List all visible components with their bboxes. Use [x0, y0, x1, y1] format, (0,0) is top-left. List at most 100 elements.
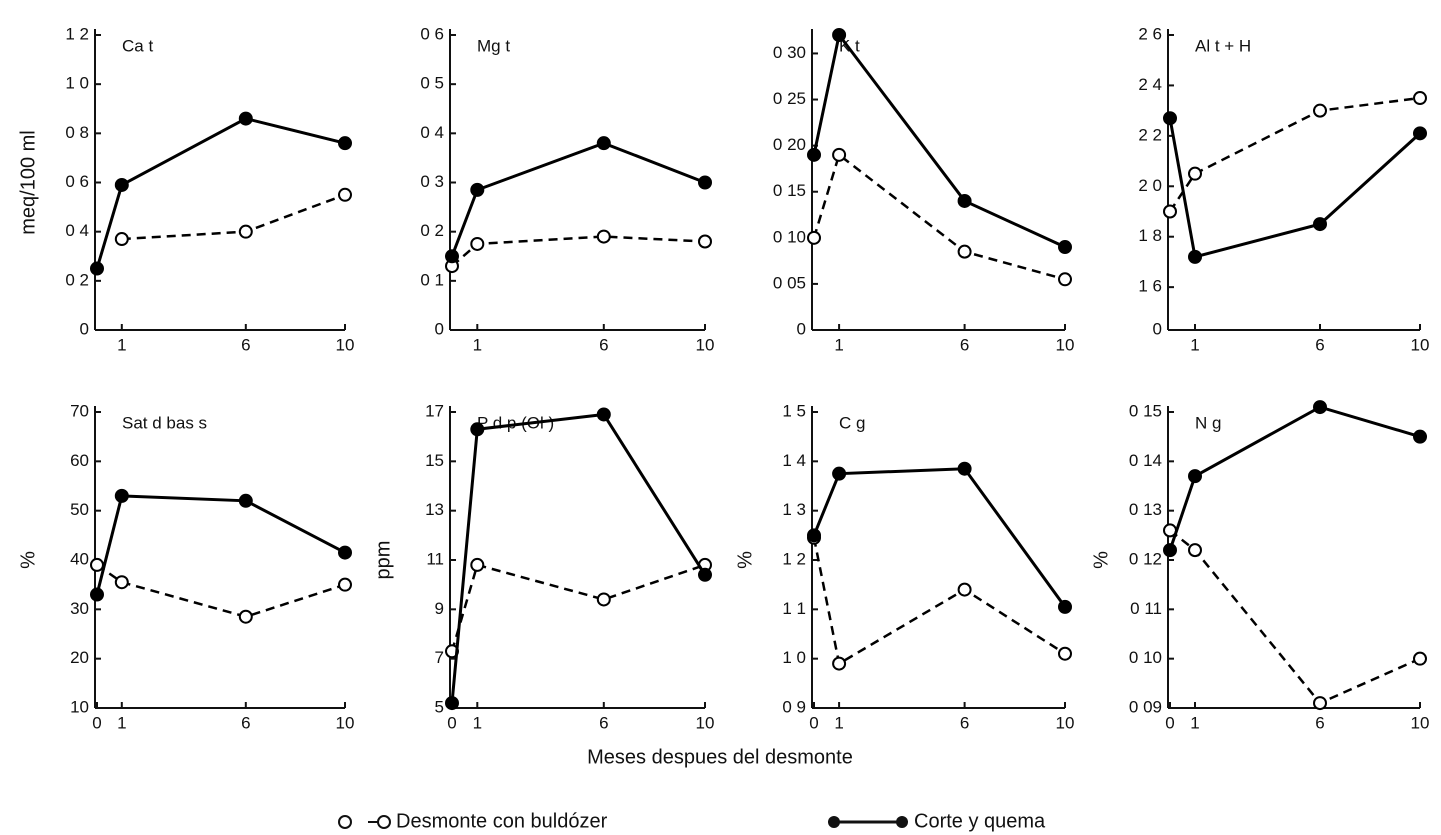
x-tick-label: 10	[1411, 335, 1430, 354]
y-tick-label: 2 2	[1138, 125, 1162, 144]
series-line	[450, 141, 706, 257]
y-tick-label: 0 09	[1129, 697, 1162, 716]
series-line	[121, 193, 346, 241]
data-point	[832, 466, 847, 481]
panel-title: Sat d bas s	[122, 413, 207, 432]
data-point	[957, 244, 972, 259]
y-tick-label: 1 2	[65, 24, 89, 43]
data-point	[1188, 166, 1202, 181]
series-line	[812, 467, 1067, 608]
y-tick-label: 0 1	[420, 270, 444, 289]
y-axis-label: %	[734, 551, 756, 569]
data-point	[1413, 651, 1427, 666]
y-tick-label: 30	[70, 599, 89, 618]
data-point	[957, 461, 972, 476]
y-tick-label: 11	[426, 549, 444, 568]
x-tick-label: 6	[960, 335, 969, 354]
data-point	[957, 193, 972, 208]
y-tick-label: 0 05	[773, 273, 806, 292]
data-point	[338, 187, 352, 202]
data-point	[1188, 469, 1202, 484]
data-point	[338, 577, 352, 592]
x-tick-label: 10	[336, 713, 355, 732]
y-tick-label: 0	[80, 319, 89, 338]
legend: Desmonte con buldózer Corte y quema	[338, 810, 1046, 832]
x-tick-label: 1	[834, 335, 843, 354]
x-tick-label: 1	[117, 335, 126, 354]
y-tick-label: 0 30	[773, 43, 806, 62]
series-line	[812, 152, 1066, 281]
y-tick-label: 0 15	[773, 181, 806, 200]
y-tick-label: 0 10	[773, 227, 806, 246]
y-tick-label: 0 3	[420, 172, 444, 191]
legend-marker	[338, 815, 352, 829]
y-tick-label: 15	[425, 451, 444, 470]
data-point	[1058, 646, 1072, 661]
y-tick-label: 0 2	[65, 270, 89, 289]
y-tick-label: 0 4	[420, 123, 444, 142]
y-tick-label: 13	[425, 500, 444, 519]
y-tick-label: 0 6	[420, 24, 444, 43]
data-point	[698, 175, 712, 190]
data-point	[1163, 111, 1177, 126]
x-tick-label: 10	[1056, 335, 1075, 354]
series-line	[96, 563, 346, 619]
x-tick-label: 10	[1056, 713, 1075, 732]
data-point	[1413, 91, 1427, 106]
data-point	[1313, 103, 1327, 118]
x-tick-label: 6	[960, 713, 969, 732]
y-tick-label: 7	[435, 648, 444, 667]
panel: 0 09 0 10 0 11 0 12 0 13 0 14 0 15 0 1 6 10 N g%	[1090, 400, 1429, 732]
y-tick-label: 0 12	[1129, 549, 1162, 568]
y-tick-label: 0 10	[1129, 648, 1162, 667]
series-line	[1169, 529, 1421, 705]
y-tick-label: 0 13	[1129, 500, 1162, 519]
series-line	[1168, 405, 1421, 551]
x-tick-label: 6	[599, 713, 608, 732]
y-tick-label: 0 5	[420, 74, 444, 93]
data-point	[1313, 400, 1327, 415]
data-point	[1313, 217, 1327, 232]
y-tick-label: 0 25	[773, 89, 806, 108]
data-point	[807, 528, 821, 543]
series-line	[450, 412, 707, 704]
y-tick-label: 40	[70, 549, 89, 568]
legend-label: Desmonte con buldózer	[396, 810, 608, 832]
data-point	[90, 261, 104, 276]
series-line	[95, 116, 346, 269]
y-tick-label: 1 6	[1138, 277, 1162, 296]
panel: 0 0 2 0 4 0 6 0 8 1 0 1 2 1 6 10 Ca t meq/100 ml	[17, 24, 354, 354]
x-tick-label: 1	[1190, 713, 1199, 732]
y-tick-label: 0 4	[65, 221, 89, 240]
data-point	[470, 236, 485, 251]
x-axis-label: Meses despues del desmonte	[587, 746, 853, 768]
y-tick-label: 0 14	[1129, 451, 1162, 470]
y-tick-label: 0	[1153, 319, 1162, 338]
data-point	[114, 488, 129, 503]
y-tick-label: 1 0	[65, 74, 89, 93]
y-tick-label: 20	[70, 648, 89, 667]
y-tick-label: 1 3	[782, 500, 806, 519]
y-axis-label: meq/100 ml	[17, 130, 39, 235]
panel: 0 0 1 0 2 0 3 0 4 0 5 0 6 1 6 10 Mg t	[420, 24, 714, 354]
series-line	[450, 563, 706, 652]
y-tick-label: 0 15	[1129, 401, 1162, 420]
data-point	[1163, 204, 1177, 219]
data-point	[445, 249, 459, 264]
x-tick-label: 6	[241, 713, 250, 732]
y-tick-label: 0 20	[773, 135, 806, 154]
data-point	[338, 136, 352, 151]
y-axis-label: %	[1090, 551, 1112, 569]
y-tick-label: 10	[70, 697, 89, 716]
data-point	[114, 177, 129, 192]
series-line	[812, 31, 1066, 249]
y-tick-label: 0 11	[1130, 599, 1162, 618]
data-point	[596, 407, 611, 422]
panel-title: Mg t	[477, 36, 510, 55]
y-tick-label: 1 4	[782, 451, 806, 470]
x-tick-label: 1	[834, 713, 843, 732]
x-tick-label: 0	[92, 713, 101, 732]
y-axis-label: ppm	[372, 541, 394, 580]
series-line	[1168, 117, 1422, 259]
x-tick-label: 6	[1315, 713, 1324, 732]
